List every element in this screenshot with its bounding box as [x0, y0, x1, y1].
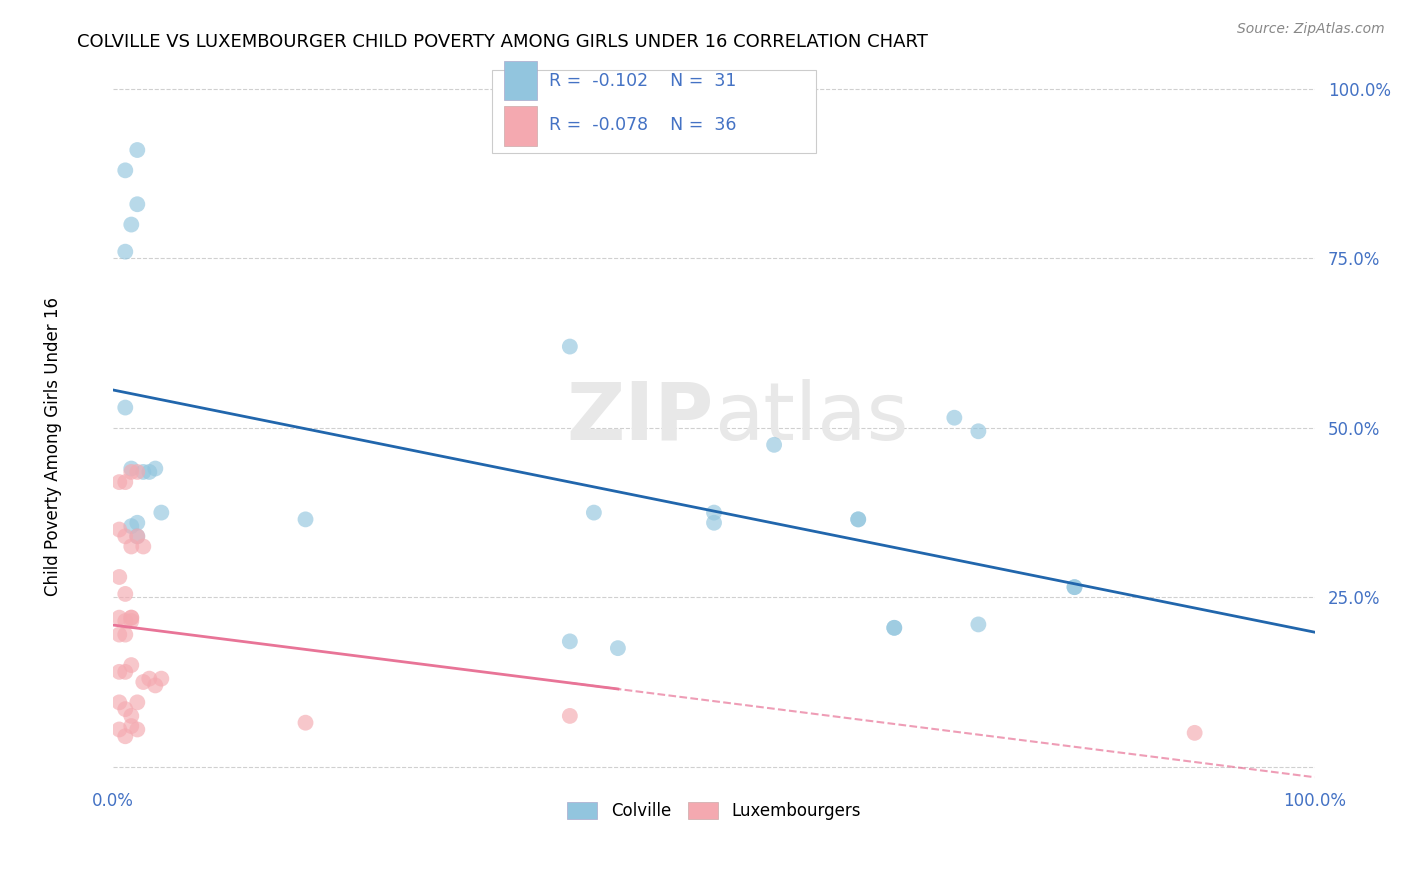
- Point: [943, 410, 966, 425]
- Point: [108, 723, 131, 737]
- Point: [132, 675, 155, 690]
- Point: [1184, 726, 1206, 740]
- Point: [108, 610, 131, 624]
- Point: [846, 512, 869, 526]
- Point: [1063, 580, 1085, 594]
- Text: Child Poverty Among Girls Under 16: Child Poverty Among Girls Under 16: [45, 296, 62, 596]
- Point: [108, 570, 131, 584]
- Point: [127, 143, 149, 157]
- Point: [114, 401, 136, 415]
- Point: [967, 424, 990, 438]
- Point: [143, 461, 166, 475]
- Point: [114, 244, 136, 259]
- Point: [120, 218, 142, 232]
- Point: [108, 695, 131, 709]
- Legend: Colville, Luxembourgers: Colville, Luxembourgers: [561, 795, 868, 826]
- Text: COLVILLE VS LUXEMBOURGER CHILD POVERTY AMONG GIRLS UNDER 16 CORRELATION CHART: COLVILLE VS LUXEMBOURGER CHILD POVERTY A…: [77, 33, 928, 51]
- Point: [114, 529, 136, 543]
- Point: [120, 610, 142, 624]
- Point: [120, 610, 142, 624]
- Point: [120, 465, 142, 479]
- Point: [114, 475, 136, 489]
- Point: [127, 516, 149, 530]
- Point: [132, 465, 155, 479]
- Point: [120, 658, 142, 673]
- Point: [703, 516, 725, 530]
- Point: [967, 617, 990, 632]
- Point: [114, 614, 136, 628]
- Point: [108, 665, 131, 679]
- Point: [582, 506, 605, 520]
- Point: [558, 634, 581, 648]
- Point: [703, 506, 725, 520]
- Text: atlas: atlas: [714, 379, 908, 457]
- Point: [132, 540, 155, 554]
- Point: [114, 587, 136, 601]
- Point: [883, 621, 905, 635]
- FancyBboxPatch shape: [503, 106, 537, 145]
- Point: [763, 438, 786, 452]
- Point: [127, 695, 149, 709]
- Text: R =  -0.102    N =  31: R = -0.102 N = 31: [550, 72, 737, 90]
- Point: [120, 614, 142, 628]
- Point: [150, 506, 173, 520]
- Point: [138, 465, 160, 479]
- Point: [114, 729, 136, 743]
- Point: [150, 672, 173, 686]
- Point: [143, 678, 166, 692]
- Point: [294, 512, 316, 526]
- Point: [138, 672, 160, 686]
- Point: [558, 340, 581, 354]
- Point: [558, 709, 581, 723]
- FancyBboxPatch shape: [492, 70, 815, 153]
- Point: [120, 719, 142, 733]
- Point: [108, 523, 131, 537]
- Point: [120, 461, 142, 475]
- Point: [606, 641, 628, 656]
- Point: [120, 540, 142, 554]
- Point: [108, 475, 131, 489]
- FancyBboxPatch shape: [503, 61, 537, 101]
- Point: [120, 519, 142, 533]
- Point: [127, 723, 149, 737]
- Point: [1063, 580, 1085, 594]
- Point: [127, 529, 149, 543]
- Point: [127, 197, 149, 211]
- Point: [127, 529, 149, 543]
- Text: R =  -0.078    N =  36: R = -0.078 N = 36: [550, 117, 737, 135]
- Point: [114, 163, 136, 178]
- Point: [120, 709, 142, 723]
- Text: ZIP: ZIP: [567, 379, 714, 457]
- Point: [294, 715, 316, 730]
- Text: Source: ZipAtlas.com: Source: ZipAtlas.com: [1237, 22, 1385, 37]
- Point: [846, 512, 869, 526]
- Point: [114, 627, 136, 641]
- Point: [114, 702, 136, 716]
- Point: [114, 665, 136, 679]
- Point: [883, 621, 905, 635]
- Point: [108, 627, 131, 641]
- Point: [127, 465, 149, 479]
